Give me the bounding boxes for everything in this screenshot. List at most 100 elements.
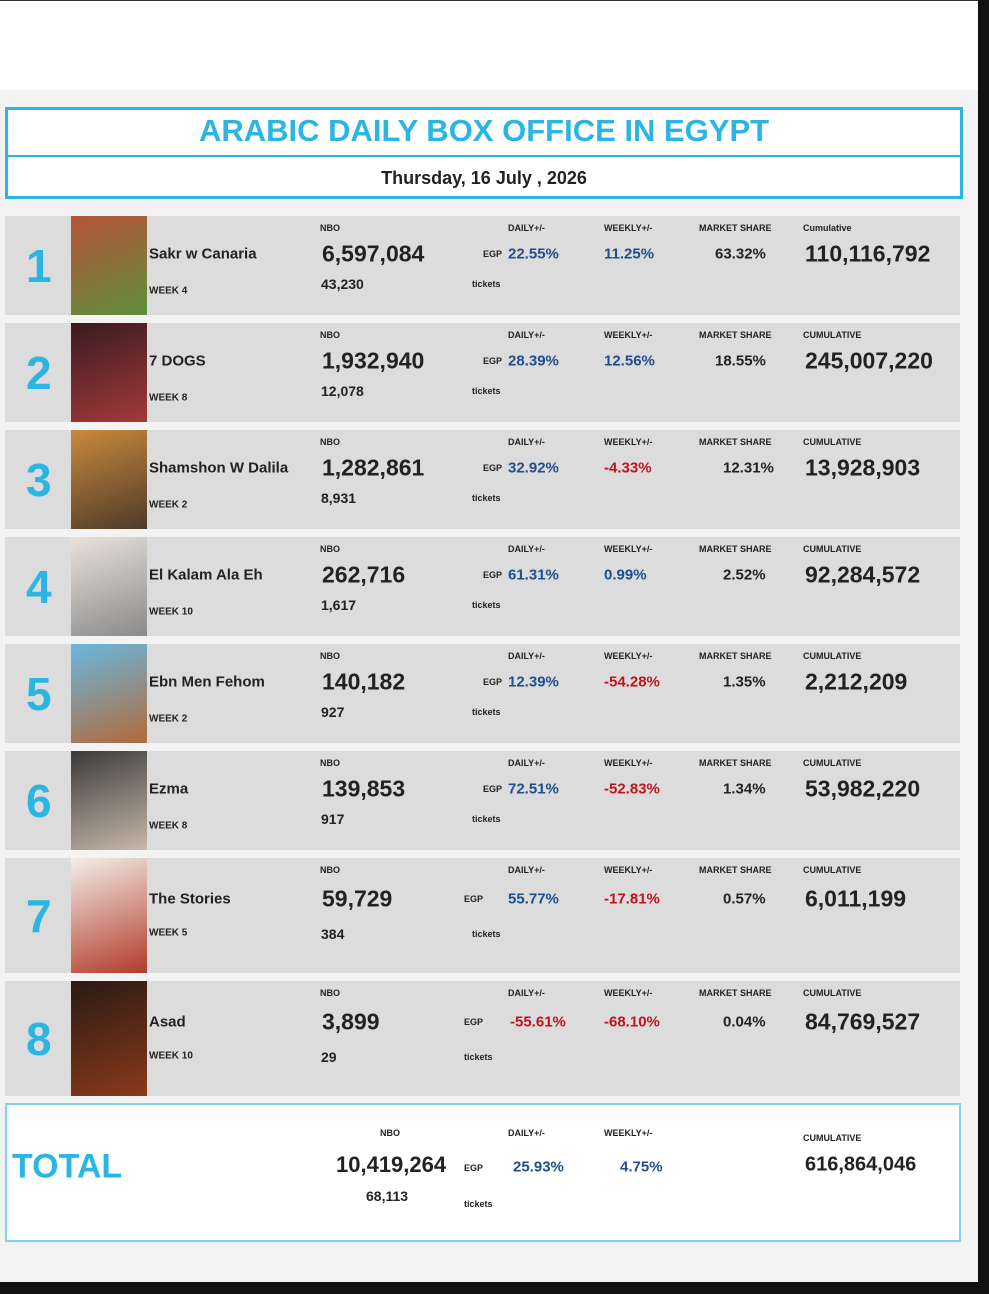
weekly-label: WEEKLY+/- [604, 758, 653, 768]
week: WEEK 8 [149, 392, 188, 404]
total-nbo-label: NBO [380, 1128, 400, 1138]
title: ARABIC DAILY BOX OFFICE IN EGYPT [198, 113, 770, 148]
share-label: MARKET SHARE [699, 223, 772, 233]
daily-label: DAILY+/- [508, 437, 545, 447]
daily-label: DAILY+/- [508, 865, 545, 875]
rank: 5 [26, 667, 52, 720]
movie-title: Ezma [149, 780, 189, 798]
cumulative-label: CUMULATIVE [803, 865, 862, 875]
daily-label: DAILY+/- [508, 330, 545, 340]
cumulative-label: CUMULATIVE [803, 330, 862, 340]
cumulative: 84,769,527 [805, 1008, 921, 1035]
total-nbo: 10,419,264 [336, 1152, 447, 1177]
share: 2.52% [723, 566, 766, 584]
cumulative-label: CUMULATIVE [803, 988, 862, 998]
total-weekly: 4.75% [620, 1158, 663, 1176]
share-label: MARKET SHARE [699, 865, 772, 875]
egp-label: EGP [464, 1017, 484, 1027]
tickets: 917 [321, 811, 345, 827]
rank: 2 [26, 346, 52, 399]
daily-label: DAILY+/- [508, 223, 545, 233]
rank: 4 [26, 560, 52, 613]
row-bg [5, 858, 960, 973]
movie-title: Sakr w Canaria [149, 245, 257, 263]
cumulative: 2,212,209 [805, 668, 908, 695]
week: WEEK 10 [149, 1050, 193, 1062]
movie-title: 7 DOGS [149, 352, 206, 370]
bottom-edge [0, 1282, 989, 1294]
total-cumulative-label: CUMULATIVE [803, 1133, 862, 1143]
weekly: -4.33% [604, 459, 652, 477]
cumulative: 13,928,903 [805, 454, 921, 481]
date: Thursday, 16 July , 2026 [381, 168, 587, 188]
weekly: 0.99% [604, 566, 647, 584]
poster [71, 858, 147, 973]
share: 0.57% [723, 890, 766, 908]
nbo-label: NBO [320, 988, 340, 998]
rank: 8 [26, 1012, 52, 1065]
movie-title: Asad [149, 1013, 186, 1031]
share-label: MARKET SHARE [699, 330, 772, 340]
tickets: 1,617 [321, 597, 357, 613]
weekly: -68.10% [604, 1013, 660, 1031]
tickets: 8,931 [321, 490, 357, 506]
egp-label: EGP [483, 249, 503, 259]
egp-label: EGP [483, 677, 503, 687]
row-bg [5, 981, 960, 1096]
daily: -55.61% [510, 1013, 566, 1031]
total-label: TOTAL [12, 1147, 123, 1186]
share-label: MARKET SHARE [699, 988, 772, 998]
total-daily: 25.93% [513, 1158, 564, 1176]
share-label: MARKET SHARE [699, 651, 772, 661]
daily-label: DAILY+/- [508, 651, 545, 661]
poster [71, 537, 147, 636]
share-label: MARKET SHARE [699, 758, 772, 768]
daily: 32.92% [508, 459, 559, 477]
movie-title: The Stories [149, 890, 231, 908]
nbo: 3,899 [322, 1008, 380, 1035]
daily: 61.31% [508, 566, 559, 584]
row-bg [5, 751, 960, 850]
tickets-label: tickets [472, 386, 501, 396]
share: 18.55% [715, 352, 766, 370]
nbo: 6,597,084 [322, 240, 425, 267]
nbo: 1,932,940 [322, 347, 425, 374]
poster [71, 430, 147, 529]
row-bg [5, 644, 960, 743]
tickets: 43,230 [321, 276, 364, 292]
cumulative-label: CUMULATIVE [803, 758, 862, 768]
nbo: 1,282,861 [322, 454, 425, 481]
weekly: -54.28% [604, 673, 660, 691]
cumulative-label: CUMULATIVE [803, 544, 862, 554]
row-bg [5, 216, 960, 315]
cumulative-label: Cumulative [803, 223, 852, 233]
movie-title: Ebn Men Fehom [149, 673, 265, 691]
poster [71, 323, 147, 422]
daily-label: DAILY+/- [508, 988, 545, 998]
weekly-label: WEEKLY+/- [604, 223, 653, 233]
daily-label: DAILY+/- [508, 758, 545, 768]
weekly-label: WEEKLY+/- [604, 651, 653, 661]
nbo-label: NBO [320, 544, 340, 554]
week: WEEK 2 [149, 499, 188, 511]
daily: 55.77% [508, 890, 559, 908]
cumulative: 53,982,220 [805, 775, 921, 802]
weekly: 11.25% [604, 245, 655, 263]
header-box: ARABIC DAILY BOX OFFICE IN EGYPT Thursda… [5, 107, 963, 199]
weekly-label: WEEKLY+/- [604, 437, 653, 447]
weekly-label: WEEKLY+/- [604, 988, 653, 998]
weekly: -52.83% [604, 780, 660, 798]
tickets-label: tickets [472, 600, 501, 610]
weekly: -17.81% [604, 890, 660, 908]
nbo-label: NBO [320, 223, 340, 233]
daily: 12.39% [508, 673, 559, 691]
total-daily-label: DAILY+/- [508, 1128, 545, 1138]
daily-label: DAILY+/- [508, 544, 545, 554]
tickets-label: tickets [472, 493, 501, 503]
weekly-label: WEEKLY+/- [604, 865, 653, 875]
share: 1.34% [723, 780, 766, 798]
header-divider [8, 155, 960, 157]
total-box [5, 1103, 961, 1242]
daily: 22.55% [508, 245, 559, 263]
cumulative-label: CUMULATIVE [803, 651, 862, 661]
